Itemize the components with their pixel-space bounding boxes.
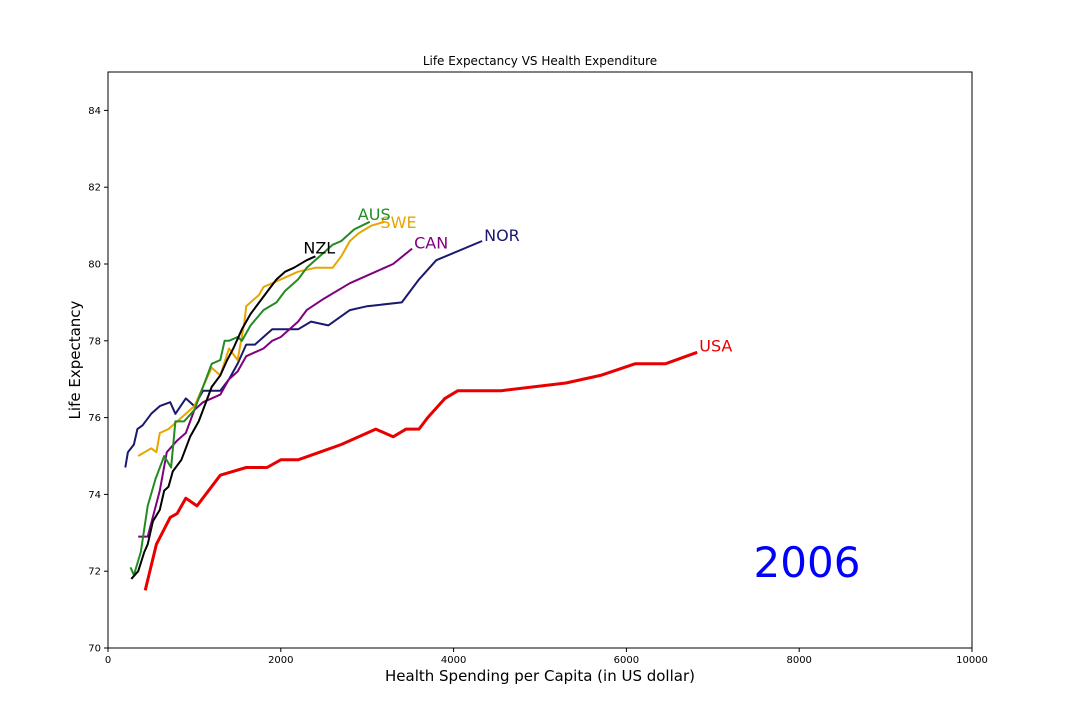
x-tick-label: 6000 xyxy=(614,655,639,666)
x-tick-label: 2000 xyxy=(268,655,293,666)
x-tick-label: 10000 xyxy=(956,655,988,666)
y-tick-label: 80 xyxy=(88,260,101,271)
y-tick-label: 78 xyxy=(88,336,101,347)
y-tick-label: 84 xyxy=(88,106,101,117)
x-axis: 0 2000 4000 6000 8000 10000 xyxy=(105,648,988,666)
y-axis-title: Life Expectancy xyxy=(66,300,84,419)
series-line-nzl xyxy=(130,255,316,580)
x-tick-label: 8000 xyxy=(786,655,811,666)
y-tick-label: 82 xyxy=(88,183,101,194)
series-line-aus xyxy=(129,220,371,576)
series-label-nzl: NZL xyxy=(303,238,335,257)
plot-frame xyxy=(107,71,973,649)
series-label-nor: NOR xyxy=(484,226,520,245)
series-line-nor xyxy=(124,240,483,468)
x-tick-label: 4000 xyxy=(441,655,466,666)
x-axis-title: Health Spending per Capita (in US dollar… xyxy=(385,667,695,685)
series-line-usa xyxy=(143,350,698,591)
series-line-can xyxy=(138,247,413,538)
y-tick-label: 70 xyxy=(88,644,101,655)
y-tick-label: 76 xyxy=(88,413,101,424)
series-label-swe: SWE xyxy=(380,213,416,232)
chart-title: Life Expectancy VS Health Expenditure xyxy=(423,54,657,68)
series-label-can: CAN xyxy=(414,234,448,253)
x-tick-label: 0 xyxy=(105,655,111,666)
year-annotation: 2006 xyxy=(754,538,861,587)
series-label-usa: USA xyxy=(699,336,732,355)
y-tick-label: 74 xyxy=(88,490,101,501)
y-axis: 70 72 74 76 78 80 82 84 xyxy=(88,106,108,655)
y-tick-label: 72 xyxy=(88,567,101,578)
series-label-aus: AUS xyxy=(358,205,391,224)
